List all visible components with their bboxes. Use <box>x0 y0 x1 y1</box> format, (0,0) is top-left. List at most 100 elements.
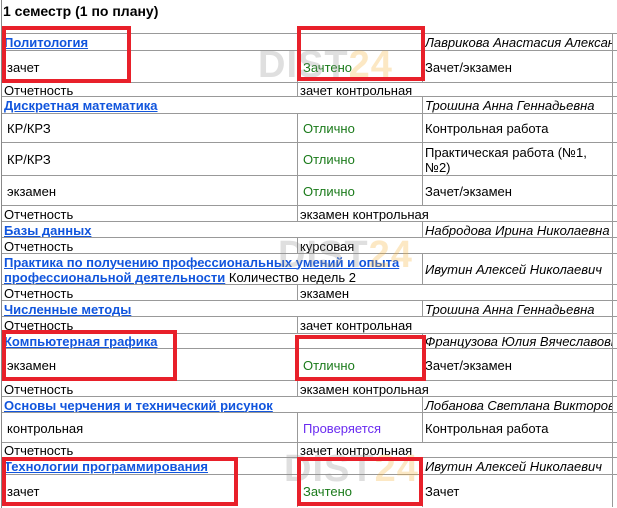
control-type: зачет <box>7 483 40 499</box>
grade-value: Отлично <box>297 114 422 143</box>
table-border <box>1 0 2 508</box>
weeks-count: Количество недель 2 <box>228 269 357 285</box>
grade-value: Проверяется <box>297 413 422 443</box>
highlight-box <box>297 457 423 506</box>
highlight-box <box>2 330 177 381</box>
work-type: Зачет/экзамен <box>422 176 612 206</box>
work-type: Зачет/экзамен <box>422 349 612 381</box>
subject-link[interactable]: Технологии программирования <box>4 459 208 474</box>
subject-row: Базы данных Набродова Ирина Николаевна <box>2 221 617 238</box>
side-cell <box>612 475 617 507</box>
work-type: Зачет/экзамен <box>422 51 612 83</box>
grade-value: Отлично <box>297 176 422 206</box>
subject-cell: Технологии программирования <box>2 458 422 475</box>
teacher-name: Французова Юлия Вячеславовна <box>422 334 612 349</box>
subject-cell: Дискретная математика <box>2 97 422 114</box>
control-type: контрольная <box>7 420 84 436</box>
side-cell <box>612 238 617 254</box>
side-cell <box>612 381 617 397</box>
grade-row: КР/КРЗ Отлично Практическая работа (№1, №2… <box>2 142 617 176</box>
subject-link[interactable]: Численные методы <box>4 301 132 317</box>
report-label: Отчетность <box>4 318 74 333</box>
report-row: Отчетность зачет контрольная <box>2 442 617 458</box>
side-cell <box>612 206 617 222</box>
report-label: Отчетность <box>4 238 74 254</box>
grade-row: КР/КРЗ Отлично Контрольная работа <box>2 113 617 143</box>
side-cell <box>612 458 617 475</box>
subject-row: Политология Лаврикова Анастасия Александр… <box>2 33 617 51</box>
control-type: зачет <box>7 59 40 75</box>
highlight-box <box>2 26 131 83</box>
subject-cell: Компьютерная графика <box>2 334 422 349</box>
teacher-name: Набродова Ирина Николаевна <box>422 222 612 238</box>
side-cell <box>612 83 617 97</box>
grade-row: зачет Зачтено Зачет/экзамен <box>2 50 617 83</box>
side-cell <box>612 143 617 176</box>
teacher-name: Лобанова Светлана Викторовна <box>422 397 612 413</box>
subject-link[interactable]: Политология <box>4 35 89 50</box>
report-value: зачет контрольная <box>297 443 612 458</box>
teacher-name: Ивутин Алексей Николаевич <box>422 458 612 475</box>
report-row: Отчетность курсовая <box>2 237 617 254</box>
subject-link[interactable]: Практика по получению профессиональных у… <box>4 254 400 285</box>
side-cell <box>612 222 617 238</box>
grade-row: зачет Зачтено Зачет <box>2 474 617 507</box>
side-cell <box>612 285 617 301</box>
grade-row: экзамен Отлично Зачет/экзамен <box>2 175 617 206</box>
subject-link[interactable]: Компьютерная графика <box>4 334 158 349</box>
side-cell <box>612 97 617 114</box>
subject-row: Основы черчения и технический рисунок Лоб… <box>2 396 617 413</box>
grade-row: экзамен Отлично Зачет/экзамен <box>2 348 617 381</box>
report-row: Отчетность зачет контрольная <box>2 316 617 334</box>
report-value: зачет контрольная <box>297 83 612 97</box>
side-cell <box>612 301 617 317</box>
subject-cell: Практика по получению профессиональных у… <box>2 254 422 285</box>
report-row: Отчетность экзамен <box>2 284 617 301</box>
subject-row: Компьютерная графика Французова Юлия Вяче… <box>2 333 617 349</box>
subject-cell: Основы черчения и технический рисунок <box>2 397 422 413</box>
report-label: Отчетность <box>4 206 74 222</box>
subject-link[interactable]: Дискретная математика <box>4 98 158 113</box>
report-value: экзамен контрольная <box>297 381 612 397</box>
side-cell <box>612 443 617 458</box>
teacher-name: Ивутин Алексей Николаевич <box>422 254 612 285</box>
subject-link[interactable]: Основы черчения и технический рисунок <box>4 397 273 413</box>
teacher-name: Лаврикова Анастасия Александровна <box>422 34 612 51</box>
side-cell <box>612 349 617 381</box>
report-value: курсовая <box>297 238 612 254</box>
side-cell <box>612 254 617 285</box>
highlight-box <box>297 26 425 81</box>
subject-cell: Политология <box>2 34 422 51</box>
side-cell <box>612 397 617 413</box>
subject-link[interactable]: Базы данных <box>4 222 92 238</box>
control-type: КР/КРЗ <box>7 152 51 167</box>
report-value: зачет контрольная <box>297 317 612 334</box>
side-cell <box>612 176 617 206</box>
report-row: Отчетность экзамен контрольная <box>2 205 617 222</box>
control-type: КР/КРЗ <box>7 121 51 136</box>
report-label: Отчетность <box>4 381 74 397</box>
report-row: Отчетность зачет контрольная <box>2 82 617 97</box>
subject-row: Дискретная математика Трошина Анна Геннад… <box>2 96 617 114</box>
highlight-box <box>295 335 426 381</box>
control-type: экзамен <box>7 357 57 373</box>
subject-row: Численные методы Трошина Анна Геннадьевна <box>2 300 617 317</box>
report-value: экзамен контрольная <box>297 206 612 222</box>
subject-row: Практика по получению профессиональных у… <box>2 253 617 285</box>
side-cell <box>612 51 617 83</box>
grade-row: контрольная Проверяется Контрольная работа <box>2 412 617 443</box>
watermark: DIST24 <box>278 234 413 276</box>
side-cell <box>612 34 617 51</box>
side-cell <box>612 114 617 143</box>
work-type: Контрольная работа <box>422 413 612 443</box>
teacher-name: Трошина Анна Геннадьевна <box>422 301 612 317</box>
report-row: Отчетность экзамен контрольная <box>2 380 617 397</box>
report-label: Отчетность <box>4 285 74 301</box>
work-type: Контрольная работа <box>422 114 612 143</box>
side-cell <box>612 317 617 334</box>
work-type: Зачет <box>422 475 612 507</box>
report-label: Отчетность <box>4 83 74 97</box>
grade-value: Отлично <box>297 143 422 176</box>
teacher-name: Трошина Анна Геннадьевна <box>422 97 612 114</box>
side-cell <box>612 334 617 349</box>
